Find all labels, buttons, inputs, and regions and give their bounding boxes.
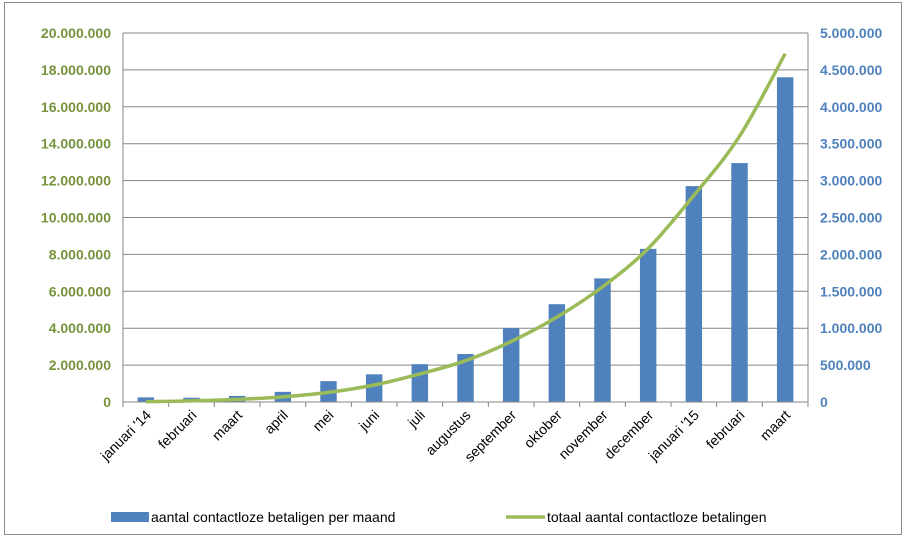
line-series	[145, 52, 787, 404]
bar	[502, 328, 520, 402]
right-tick-label: 0	[820, 394, 828, 410]
bar	[731, 163, 748, 402]
bar-series	[137, 77, 794, 402]
bar	[776, 77, 794, 402]
right-tick-label: 3.500.000	[820, 136, 882, 152]
category-label: februari	[703, 407, 748, 452]
legend-bar-label: aantal contactloze betaligen per maand	[151, 509, 395, 525]
right-tick-label: 3.000.000	[820, 173, 882, 189]
bar	[594, 278, 611, 402]
category-label: februari	[155, 407, 200, 452]
left-tick-label: 14.000.000	[41, 136, 111, 152]
left-tick-label: 0	[103, 394, 111, 410]
bar	[137, 397, 155, 402]
category-label: oktober	[521, 407, 566, 452]
category-label: maart	[757, 407, 794, 444]
right-tick-label: 5.000.000	[820, 25, 882, 41]
category-label: april	[261, 407, 291, 437]
legend: aantal contactloze betaligen per maand to…	[111, 509, 767, 525]
left-tick-label: 18.000.000	[41, 62, 111, 78]
left-tick-label: 12.000.000	[41, 173, 111, 189]
bar	[411, 364, 429, 402]
bar	[639, 248, 657, 402]
left-tick-label: 2.000.000	[49, 357, 111, 373]
legend-line-label: totaal aantal contactloze betalingen	[547, 509, 767, 525]
axes	[122, 33, 809, 407]
category-label: januari '14	[97, 407, 155, 465]
category-label: maart	[209, 407, 246, 444]
right-tick-label: 2.500.000	[820, 210, 882, 226]
bar	[365, 374, 383, 402]
category-labels: januari '14 februari maart april mei juni juli…	[97, 407, 794, 465]
right-tick-label: 1.000.000	[820, 320, 882, 336]
right-tick-label: 4.500.000	[820, 62, 882, 78]
left-tick-label: 20.000.000	[41, 25, 111, 41]
category-label: juli	[404, 407, 428, 431]
right-tick-label: 500.000	[820, 357, 871, 373]
legend-bar-swatch	[111, 512, 149, 522]
chart-frame	[4, 2, 902, 535]
bar	[457, 354, 474, 402]
left-tick-label: 8.000.000	[49, 246, 111, 262]
left-tick-label: 16.000.000	[41, 99, 111, 115]
left-tick-label: 6.000.000	[49, 283, 111, 299]
left-tick-label: 10.000.000	[41, 210, 111, 226]
total-line	[145, 52, 787, 404]
left-axis-ticks: 0 2.000.000 4.000.000 6.000.000 8.000.000 10.…	[41, 25, 111, 410]
bar	[548, 304, 566, 402]
right-tick-label: 2.000.000	[820, 246, 882, 262]
bar	[685, 186, 703, 402]
right-tick-label: 4.000.000	[820, 99, 882, 115]
gridlines	[123, 32, 808, 403]
category-label: juni	[355, 407, 382, 434]
category-label: mei	[309, 407, 336, 434]
right-axis-ticks: 0 500.000 1.000.000 1.500.000 2.000.000 2.500…	[820, 25, 882, 410]
left-tick-label: 4.000.000	[49, 320, 111, 336]
right-tick-label: 1.500.000	[820, 283, 882, 299]
